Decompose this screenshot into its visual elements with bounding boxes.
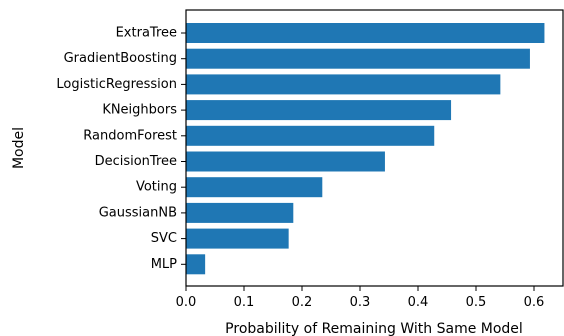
bar-extratree: [186, 23, 545, 43]
bar-decisiontree: [186, 151, 385, 172]
y-tick-label: LogisticRegression: [56, 77, 177, 92]
bar-randomforest: [186, 125, 435, 146]
x-axis-label: Probability of Remaining With Same Model: [225, 321, 523, 336]
x-tick-label: 0.2: [292, 295, 313, 310]
y-tick-label: SVC: [151, 231, 177, 246]
bars-group: [186, 23, 545, 275]
y-axis-label: Model: [11, 127, 27, 169]
x-axis-ticks: 0.0 0.1 0.2 0.3 0.4 0.5 0.6: [176, 286, 545, 310]
bar-mlp: [186, 254, 206, 275]
plot-frame: [185, 9, 564, 287]
bar-gaussiannb: [186, 202, 294, 223]
bar-svc: [186, 228, 289, 249]
y-tick-label: GaussianNB: [99, 205, 177, 220]
x-tick-label: 0.5: [466, 295, 487, 310]
y-tick-label: Voting: [136, 180, 177, 195]
y-tick-label: DecisionTree: [95, 154, 177, 169]
bar-logisticregression: [186, 74, 501, 95]
y-axis-ticks: ExtraTree GradientBoosting LogisticRegress…: [56, 26, 186, 272]
y-tick-label: ExtraTree: [116, 26, 177, 41]
y-tick-label: RandomForest: [83, 128, 177, 143]
y-tick-label: KNeighbors: [102, 103, 177, 118]
y-tick-label: MLP: [151, 257, 177, 272]
y-tick-label: GradientBoosting: [64, 51, 177, 66]
bar-voting: [186, 177, 323, 198]
x-tick-label: 0.0: [176, 295, 197, 310]
x-tick-label: 0.1: [234, 295, 255, 310]
x-tick-label: 0.4: [408, 295, 429, 310]
bar-kneighbors: [186, 100, 452, 121]
x-tick-label: 0.6: [524, 295, 545, 310]
bar-gradientboosting: [186, 48, 530, 69]
x-tick-label: 0.3: [350, 295, 371, 310]
